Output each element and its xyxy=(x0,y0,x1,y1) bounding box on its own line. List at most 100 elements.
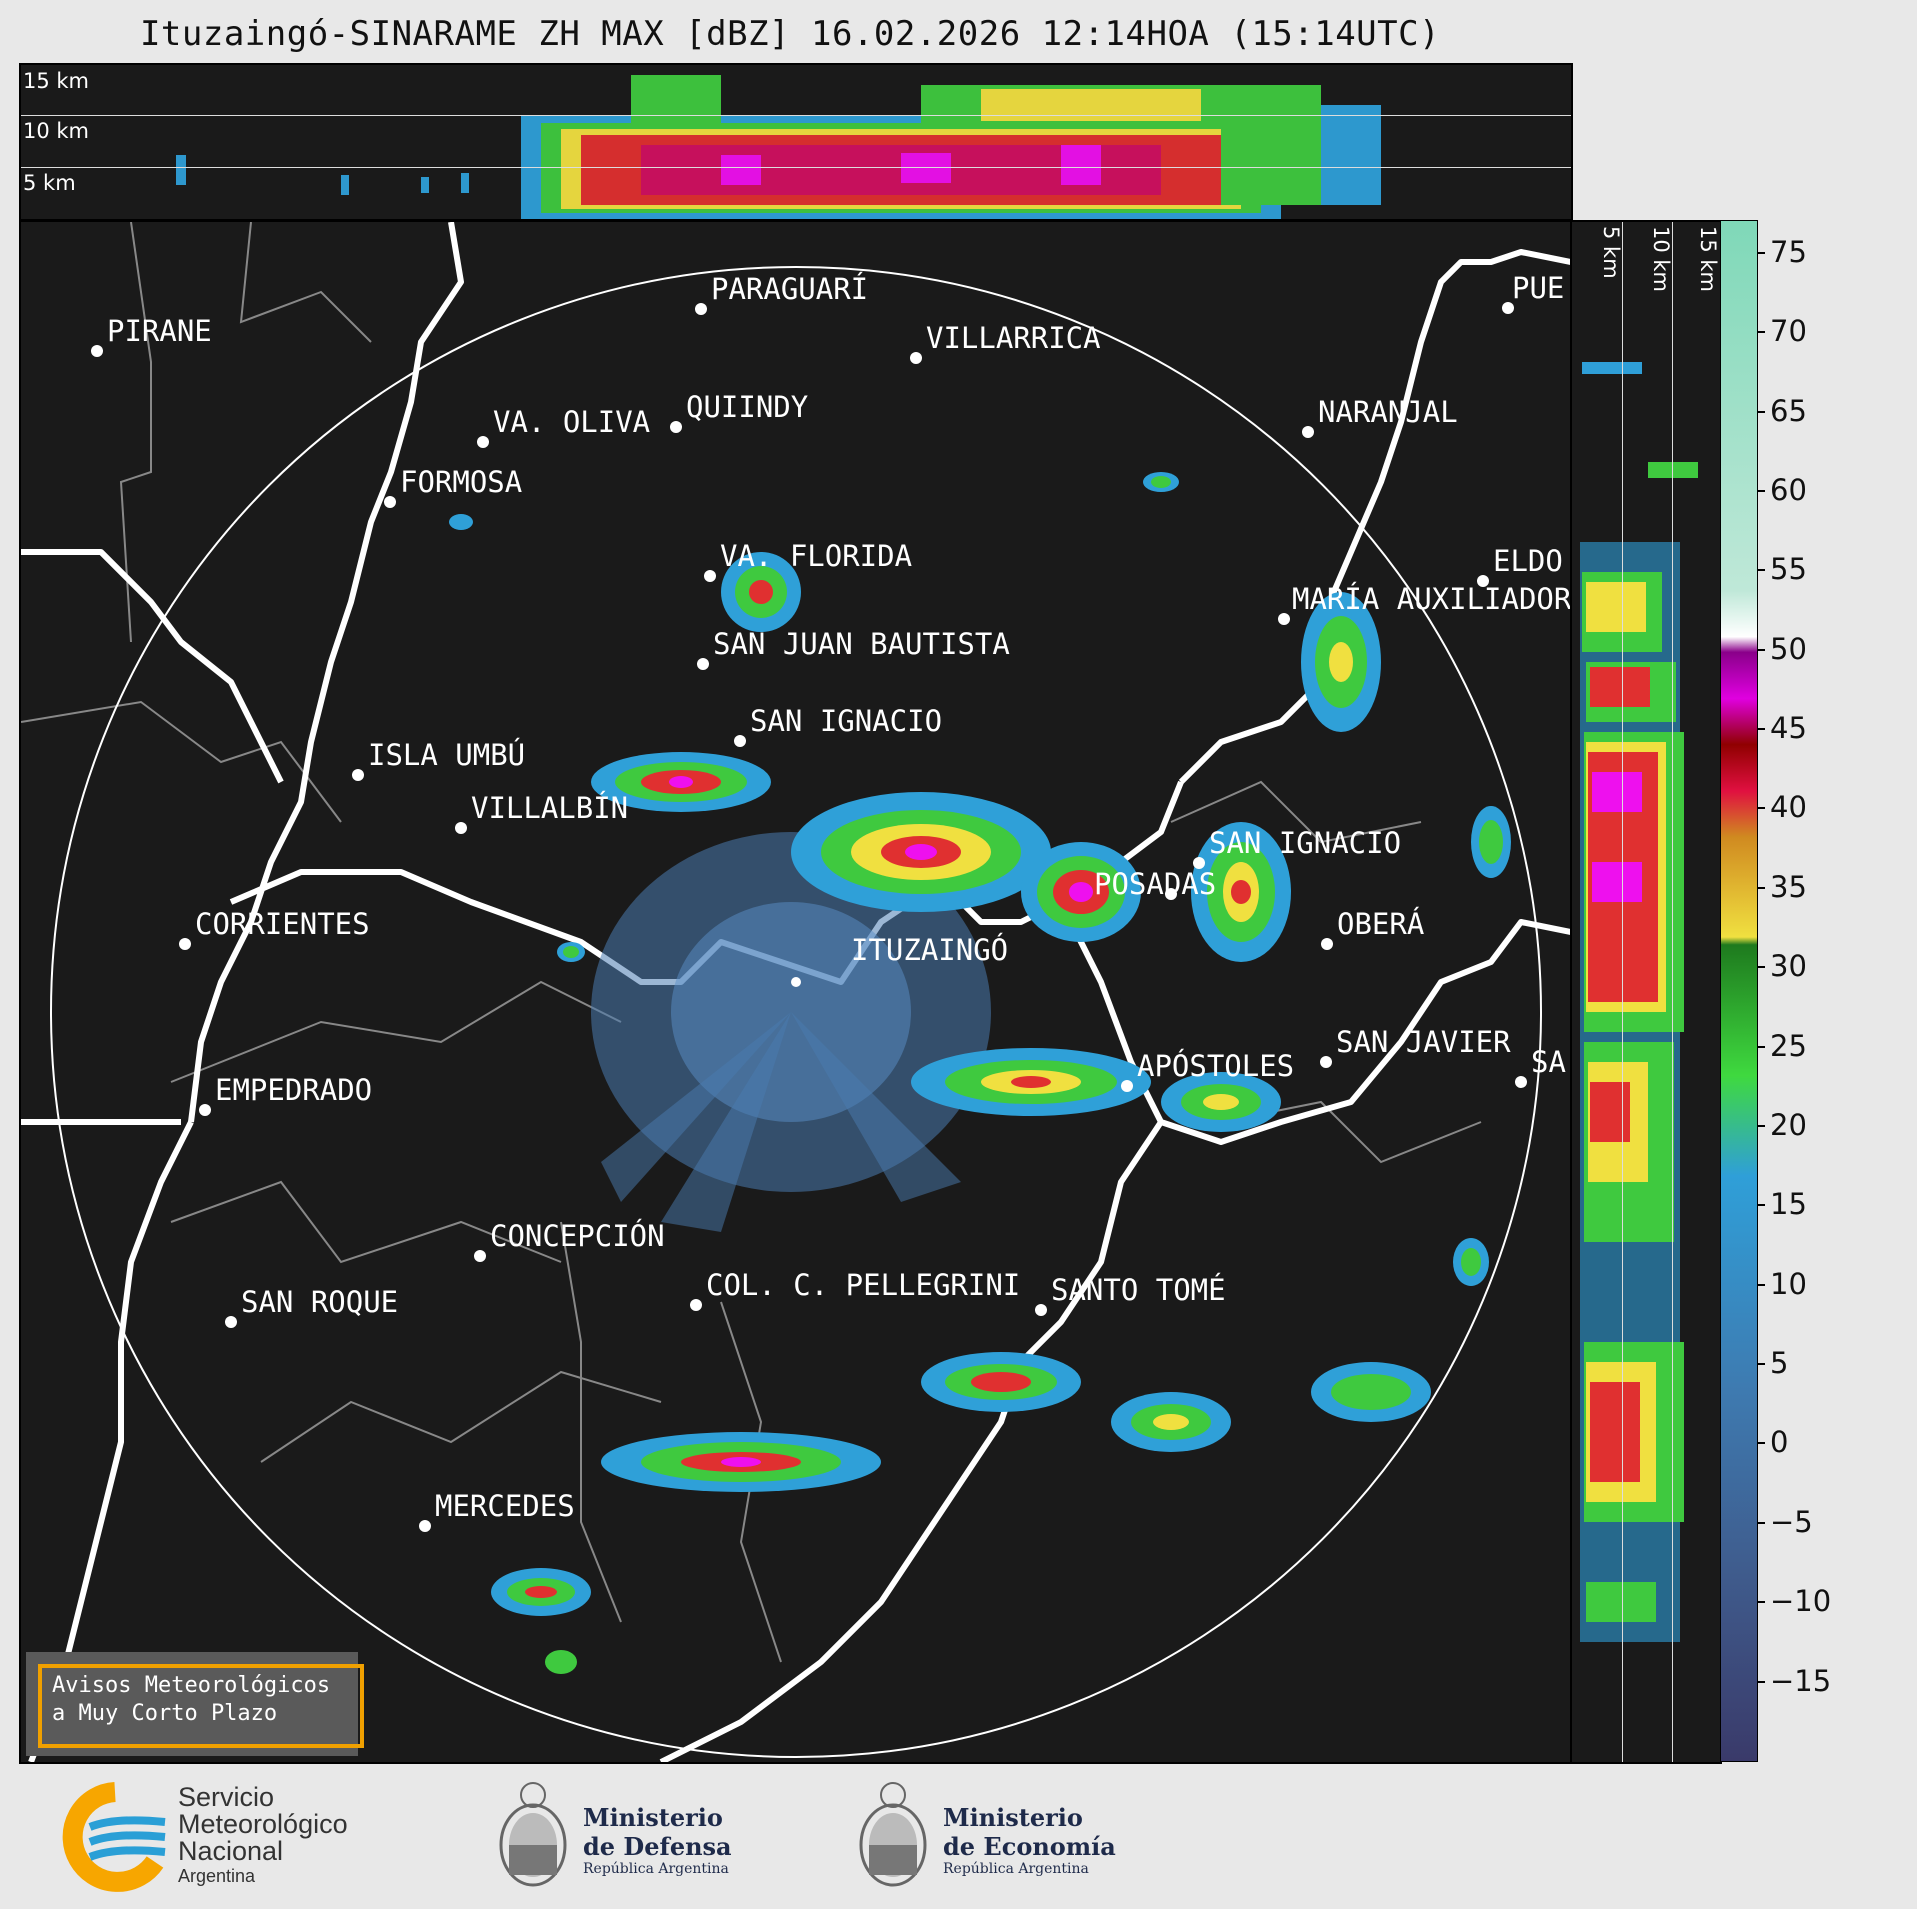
top-height-profile: 15 km 10 km 5 km xyxy=(19,63,1573,221)
warning-line-2: a Muy Corto Plazo xyxy=(52,1701,278,1726)
city-dot xyxy=(1502,302,1514,314)
colorbar-tick xyxy=(1757,1442,1765,1445)
warning-box[interactable]: Avisos Meteorológicos a Muy Corto Plazo xyxy=(26,1652,364,1756)
smn-logo: Servicio Meteorológico Nacional Argentin… xyxy=(55,1782,395,1892)
city-dot xyxy=(704,570,716,582)
city-dot xyxy=(734,735,746,747)
colorbar-tick xyxy=(1757,1521,1765,1524)
economia-logo: Ministerio de Economía República Argenti… xyxy=(855,1775,1135,1895)
colorbar-tick xyxy=(1757,1283,1765,1286)
city-label: CONCEPCIÓN xyxy=(490,1219,665,1253)
side-5km-label: 5 km xyxy=(1599,226,1623,279)
city-label: ITUZAINGÓ xyxy=(851,933,1008,967)
storm-cells xyxy=(449,472,1511,1674)
side-10km-line xyxy=(1672,222,1673,1762)
colorbar-tick xyxy=(1757,1204,1765,1207)
smn-line-2: Meteorológico xyxy=(178,1809,348,1839)
colorbar-tick xyxy=(1757,489,1765,492)
city-dot xyxy=(1165,888,1177,900)
colorbar-tick xyxy=(1757,728,1765,731)
city-label: PIRANE xyxy=(107,314,212,348)
city-label: SAN IGNACIO xyxy=(1209,826,1401,860)
defensa-line-3: República Argentina xyxy=(583,1861,729,1877)
range-ring xyxy=(50,266,1542,1758)
colorbar-tick-label: 0 xyxy=(1770,1425,1789,1460)
colorbar-tick xyxy=(1757,331,1765,334)
city-dot xyxy=(1193,857,1205,869)
radar-map: PIRANE PARAGUARÍ VILLARRICA QUIINDY VA. … xyxy=(19,220,1573,1764)
city-dot xyxy=(695,303,707,315)
side-profile-echoes xyxy=(1580,362,1698,1642)
city-label: VILLARRICA xyxy=(926,321,1101,355)
city-label: MERCEDES xyxy=(435,1489,575,1523)
city-dot xyxy=(690,1299,702,1311)
defensa-line-1: Ministerio xyxy=(583,1803,723,1832)
city-dot xyxy=(697,658,709,670)
colorbar-tick xyxy=(1757,966,1765,969)
top-15km-line xyxy=(21,115,1571,116)
economia-line-2: de Economía xyxy=(943,1832,1116,1861)
colorbar-tick-label: 5 xyxy=(1770,1346,1789,1381)
city-dot xyxy=(455,822,467,834)
dbz-colorbar xyxy=(1720,220,1758,1762)
city-dot xyxy=(791,977,801,987)
smn-line-1: Servicio xyxy=(178,1782,275,1812)
city-label: FORMOSA xyxy=(400,465,522,499)
colorbar-tick-label: −10 xyxy=(1770,1584,1832,1619)
city-label: ELDO xyxy=(1493,544,1563,578)
colorbar-tick xyxy=(1757,807,1765,810)
colorbar-tick xyxy=(1757,886,1765,889)
top-15km-label: 15 km xyxy=(23,69,90,93)
city-dot xyxy=(477,436,489,448)
economia-line-3: República Argentina xyxy=(943,1861,1089,1877)
colorbar-tick-label: 20 xyxy=(1770,1107,1807,1142)
city-label: EMPEDRADO xyxy=(215,1073,372,1107)
city-label: PARAGUARÍ xyxy=(711,272,868,306)
city-dot xyxy=(225,1316,237,1328)
city-label: OBERÁ xyxy=(1337,907,1424,941)
colorbar-tick-label: 60 xyxy=(1770,472,1807,507)
city-label: QUIINDY xyxy=(686,390,808,424)
colorbar-tick xyxy=(1757,1045,1765,1048)
city-label: ISLA UMBÚ xyxy=(368,738,525,772)
city-dot xyxy=(352,769,364,781)
city-dot xyxy=(1302,426,1314,438)
city-label: SAN JUAN BAUTISTA xyxy=(713,627,1010,661)
colorbar-tick xyxy=(1757,410,1765,413)
side-10km-label: 10 km xyxy=(1649,226,1673,293)
top-10km-line xyxy=(21,167,1571,168)
city-markers: PIRANE PARAGUARÍ VILLARRICA QUIINDY VA. … xyxy=(91,271,1571,1532)
colorbar-tick-label: 65 xyxy=(1770,393,1807,428)
top-10km-label: 10 km xyxy=(23,119,90,143)
colorbar-tick-label: 35 xyxy=(1770,869,1807,904)
city-dot xyxy=(670,421,682,433)
city-dot xyxy=(1515,1076,1527,1088)
argentina-shield-icon xyxy=(859,1782,927,1887)
colorbar-tick-label: −5 xyxy=(1770,1504,1813,1539)
city-label: SAN JAVIER xyxy=(1336,1025,1511,1059)
warning-line-1: Avisos Meteorológicos xyxy=(52,1673,331,1698)
city-dot xyxy=(1321,938,1333,950)
side-height-profile: 5 km 10 km 15 km xyxy=(1570,220,1722,1764)
city-label: CORRIENTES xyxy=(195,907,370,941)
defensa-logo: Ministerio de Defensa República Argentin… xyxy=(495,1775,755,1895)
city-dot xyxy=(910,352,922,364)
city-label: POSADAS xyxy=(1094,867,1216,901)
city-dot xyxy=(1320,1056,1332,1068)
colorbar-tick-label: 50 xyxy=(1770,631,1807,666)
colorbar-tick xyxy=(1757,1601,1765,1604)
page-title: Ituzaingó-SINARAME ZH MAX [dBZ] 16.02.20… xyxy=(139,14,1441,54)
radar-map-svg: PIRANE PARAGUARÍ VILLARRICA QUIINDY VA. … xyxy=(21,222,1571,1762)
colorbar-tick xyxy=(1757,251,1765,254)
city-dot xyxy=(1035,1304,1047,1316)
city-dot xyxy=(384,496,396,508)
smn-line-3: Nacional xyxy=(178,1836,284,1866)
city-dot xyxy=(179,938,191,950)
city-label: APÓSTOLES xyxy=(1137,1049,1294,1083)
colorbar-tick xyxy=(1757,1680,1765,1683)
colorbar-tick-label: 70 xyxy=(1770,314,1807,349)
city-dot xyxy=(199,1104,211,1116)
city-dot xyxy=(474,1250,486,1262)
city-label: VA. OLIVA xyxy=(493,405,650,439)
city-label: SA xyxy=(1531,1045,1566,1079)
